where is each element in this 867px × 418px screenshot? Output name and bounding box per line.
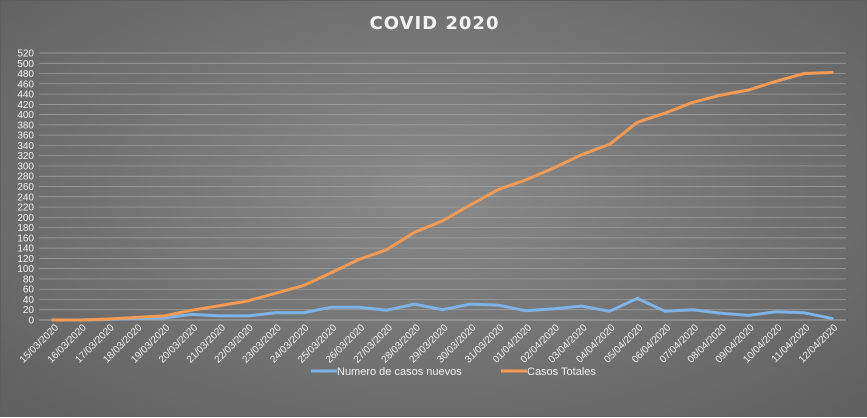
y-tick-label: 480 [17,69,34,80]
y-tick-label: 80 [23,274,35,285]
legend-label: Casos Totales [527,366,596,378]
y-axis-tick-labels: 0204060801001201401601802002202402602803… [17,49,34,327]
series-points-2 [52,71,834,321]
y-tick-label: 320 [17,151,34,162]
y-tick-label: 140 [17,244,34,255]
y-tick-label: 420 [17,100,34,111]
y-tick-label: 40 [23,295,35,306]
y-tick-label: 220 [17,203,34,214]
y-tick-label: 120 [17,254,34,265]
y-tick-label: 340 [17,141,34,152]
y-tick-label: 440 [17,90,34,101]
y-tick-label: 100 [17,264,34,275]
legend-label: Numero de casos nuevos [337,366,462,378]
y-gridlines [39,52,846,321]
y-tick-label: 160 [17,233,34,244]
y-tick-label: 400 [17,110,34,121]
y-tick-label: 360 [17,131,34,142]
y-tick-label: 200 [17,213,34,224]
y-tick-label: 20 [23,305,35,316]
x-axis-tick-labels: 15/03/202016/03/202017/03/202018/03/2020… [18,322,841,365]
legend: Numero de casos nuevos Casos Totales [311,366,596,378]
y-tick-label: 240 [17,192,34,203]
y-tick-label: 520 [17,49,34,60]
y-tick-label: 460 [17,79,34,90]
y-tick-label: 300 [17,161,34,172]
y-tick-label: 0 [28,316,34,327]
chart-title: COVID 2020 [369,13,500,34]
y-tick-label: 180 [17,223,34,234]
y-tick-label: 380 [17,120,34,131]
y-tick-label: 280 [17,172,34,183]
y-tick-label: 500 [17,59,34,70]
y-tick-label: 260 [17,182,34,193]
series-line-1 [51,296,834,322]
series-line-2 [51,71,834,322]
y-tick-label: 60 [23,285,35,296]
